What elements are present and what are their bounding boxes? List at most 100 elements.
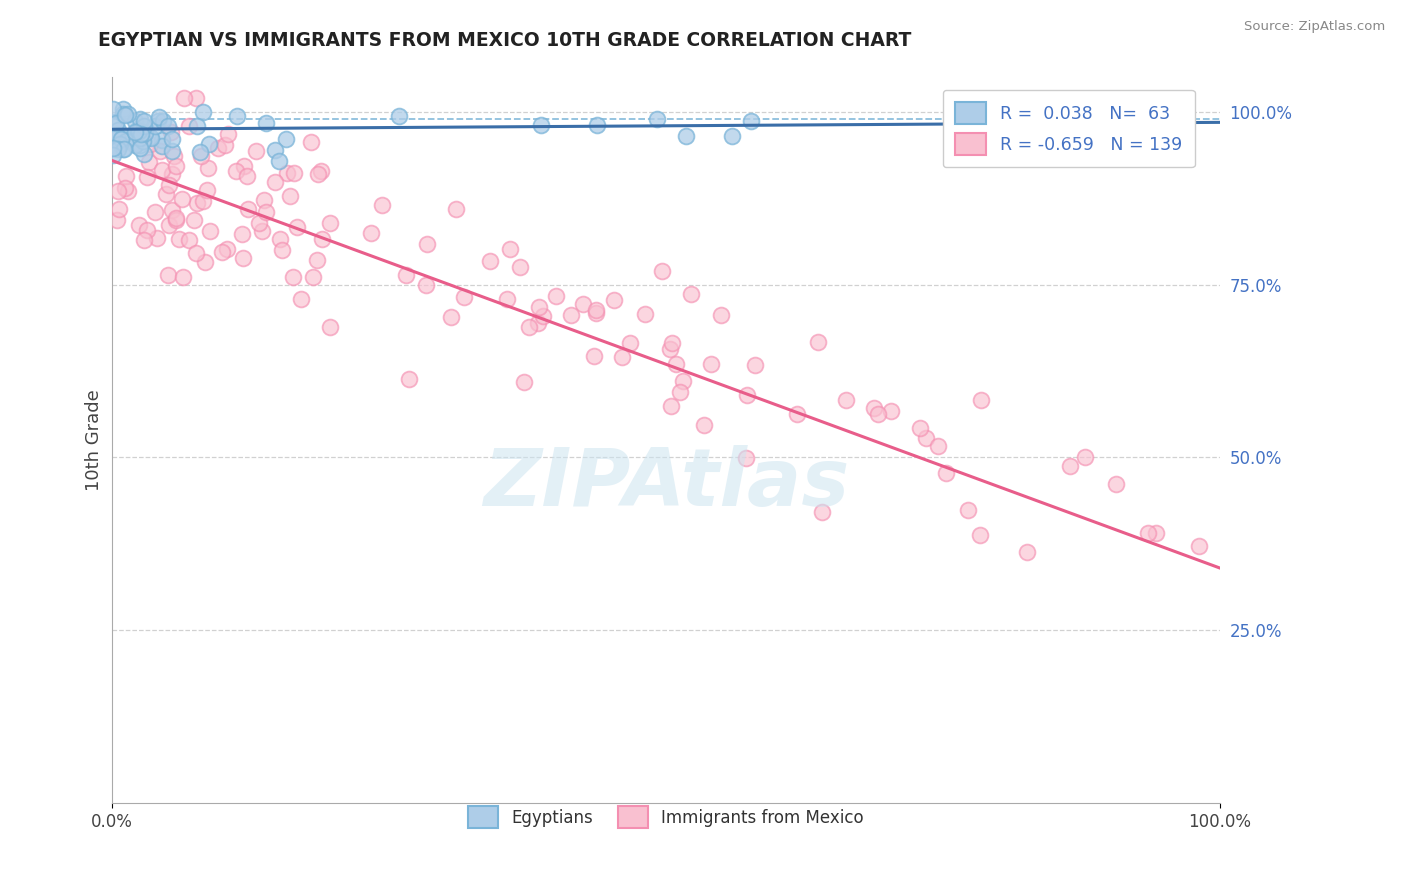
Point (101, 102, 124, 116)
Point (103, 115, 125, 129)
Text: Source: ZipAtlas.com: Source: ZipAtlas.com (1244, 20, 1385, 33)
Point (107, 184, 129, 198)
Point (148, 110, 170, 124)
Point (197, 137, 219, 152)
Point (908, 420, 931, 434)
Point (114, 108, 136, 122)
Point (139, 129, 162, 144)
Point (225, 163, 247, 178)
Point (107, 123, 129, 137)
Point (117, 107, 139, 121)
Point (263, 174, 285, 188)
Point (496, 292, 519, 306)
Point (112, 142, 135, 156)
Point (398, 371, 420, 385)
Point (159, 125, 181, 139)
Point (710, 308, 733, 322)
Point (440, 310, 463, 325)
Point (138, 154, 160, 169)
Point (267, 153, 290, 168)
Point (211, 244, 233, 259)
Point (299, 135, 322, 149)
Point (152, 113, 174, 128)
Point (184, 91, 207, 105)
Point (1074, 450, 1097, 465)
Point (184, 246, 207, 260)
Point (231, 227, 253, 242)
Point (179, 233, 201, 247)
Point (1105, 477, 1128, 491)
Point (236, 169, 259, 183)
Point (934, 466, 956, 480)
Point (207, 141, 229, 155)
Point (371, 198, 394, 212)
Point (124, 113, 146, 128)
Point (254, 204, 277, 219)
Point (517, 320, 540, 334)
Point (395, 268, 418, 282)
Point (247, 216, 270, 230)
Point (217, 128, 239, 142)
Point (186, 119, 208, 133)
Point (183, 213, 205, 227)
Point (665, 357, 688, 371)
Point (530, 119, 553, 133)
Point (651, 264, 673, 278)
Point (681, 286, 703, 301)
Point (619, 336, 641, 351)
Point (319, 319, 342, 334)
Point (101, 147, 124, 161)
Point (139, 136, 162, 151)
Point (150, 133, 173, 147)
Point (415, 277, 437, 292)
Point (128, 218, 150, 232)
Point (1015, 545, 1038, 559)
Point (124, 125, 146, 139)
Point (152, 139, 174, 153)
Point (319, 216, 342, 230)
Point (914, 431, 936, 445)
Y-axis label: 10th Grade: 10th Grade (86, 389, 103, 491)
Point (969, 528, 991, 542)
Point (634, 307, 657, 321)
Point (1137, 526, 1160, 541)
Point (586, 119, 609, 133)
Point (165, 159, 187, 173)
Point (880, 404, 903, 418)
Point (127, 128, 149, 143)
Point (658, 343, 681, 357)
Point (160, 132, 183, 146)
Point (513, 375, 536, 389)
Point (509, 260, 531, 275)
Point (527, 300, 550, 314)
Point (129, 112, 152, 126)
Point (136, 223, 159, 237)
Point (834, 393, 856, 408)
Point (105, 212, 128, 227)
Point (927, 439, 949, 453)
Point (129, 130, 152, 145)
Point (281, 269, 304, 284)
Point (117, 133, 139, 147)
Point (546, 289, 568, 303)
Point (531, 309, 554, 323)
Point (744, 358, 766, 372)
Point (647, 112, 669, 126)
Point (285, 219, 308, 234)
Point (612, 350, 634, 364)
Point (735, 450, 758, 465)
Text: EGYPTIAN VS IMMIGRANTS FROM MEXICO 10TH GRADE CORRELATION CHART: EGYPTIAN VS IMMIGRANTS FROM MEXICO 10TH … (98, 31, 912, 50)
Point (128, 137, 150, 152)
Point (672, 374, 695, 388)
Point (132, 233, 155, 247)
Point (146, 114, 169, 128)
Point (132, 119, 155, 133)
Point (111, 129, 134, 144)
Point (245, 144, 267, 158)
Point (1188, 540, 1211, 554)
Point (659, 399, 682, 413)
Point (111, 107, 134, 121)
Point (195, 183, 218, 197)
Point (661, 336, 683, 351)
Point (128, 141, 150, 155)
